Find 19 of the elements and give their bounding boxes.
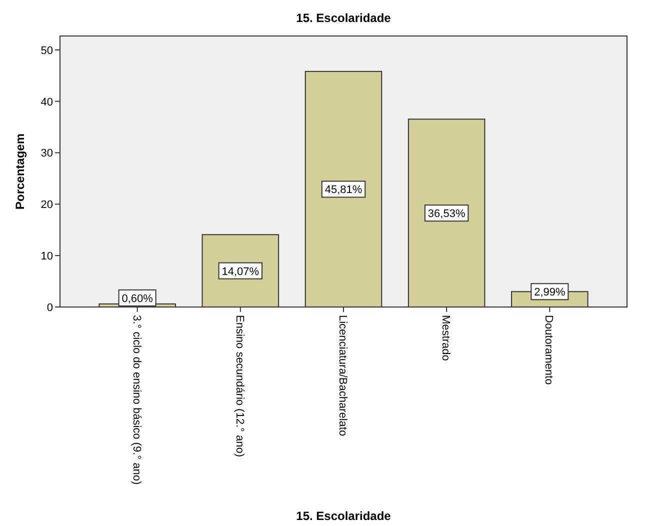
y-tick-label: 10: [40, 250, 53, 263]
data-label: 45,81%: [324, 184, 362, 196]
y-tick-label: 0: [46, 302, 53, 314]
y-tick-label: 50: [40, 44, 53, 57]
y-tick-label: 40: [40, 96, 53, 108]
data-label: 36,53%: [428, 208, 466, 220]
chart-title: 15. Escolaridade: [296, 11, 392, 25]
x-tick-label: Licenciatura/Bacharelato: [336, 315, 348, 436]
x-tick-label: Doutoramento: [542, 315, 555, 385]
data-label: 14,07%: [222, 266, 260, 278]
x-tick-label: Mestrado: [440, 315, 452, 361]
y-tick-label: 30: [40, 148, 53, 160]
data-label: 2,99%: [534, 286, 566, 299]
data-label: 0,60%: [122, 292, 154, 305]
x-axis-title: 15. Escolaridade: [296, 509, 392, 523]
y-axis-title: Porcentagem: [13, 133, 27, 210]
x-tick-label: 3.° ciclo do ensino básico (9.° ano): [130, 315, 142, 485]
y-tick-label: 20: [40, 199, 53, 212]
x-tick-label: Ensino secundário (12.° ano): [233, 315, 246, 457]
